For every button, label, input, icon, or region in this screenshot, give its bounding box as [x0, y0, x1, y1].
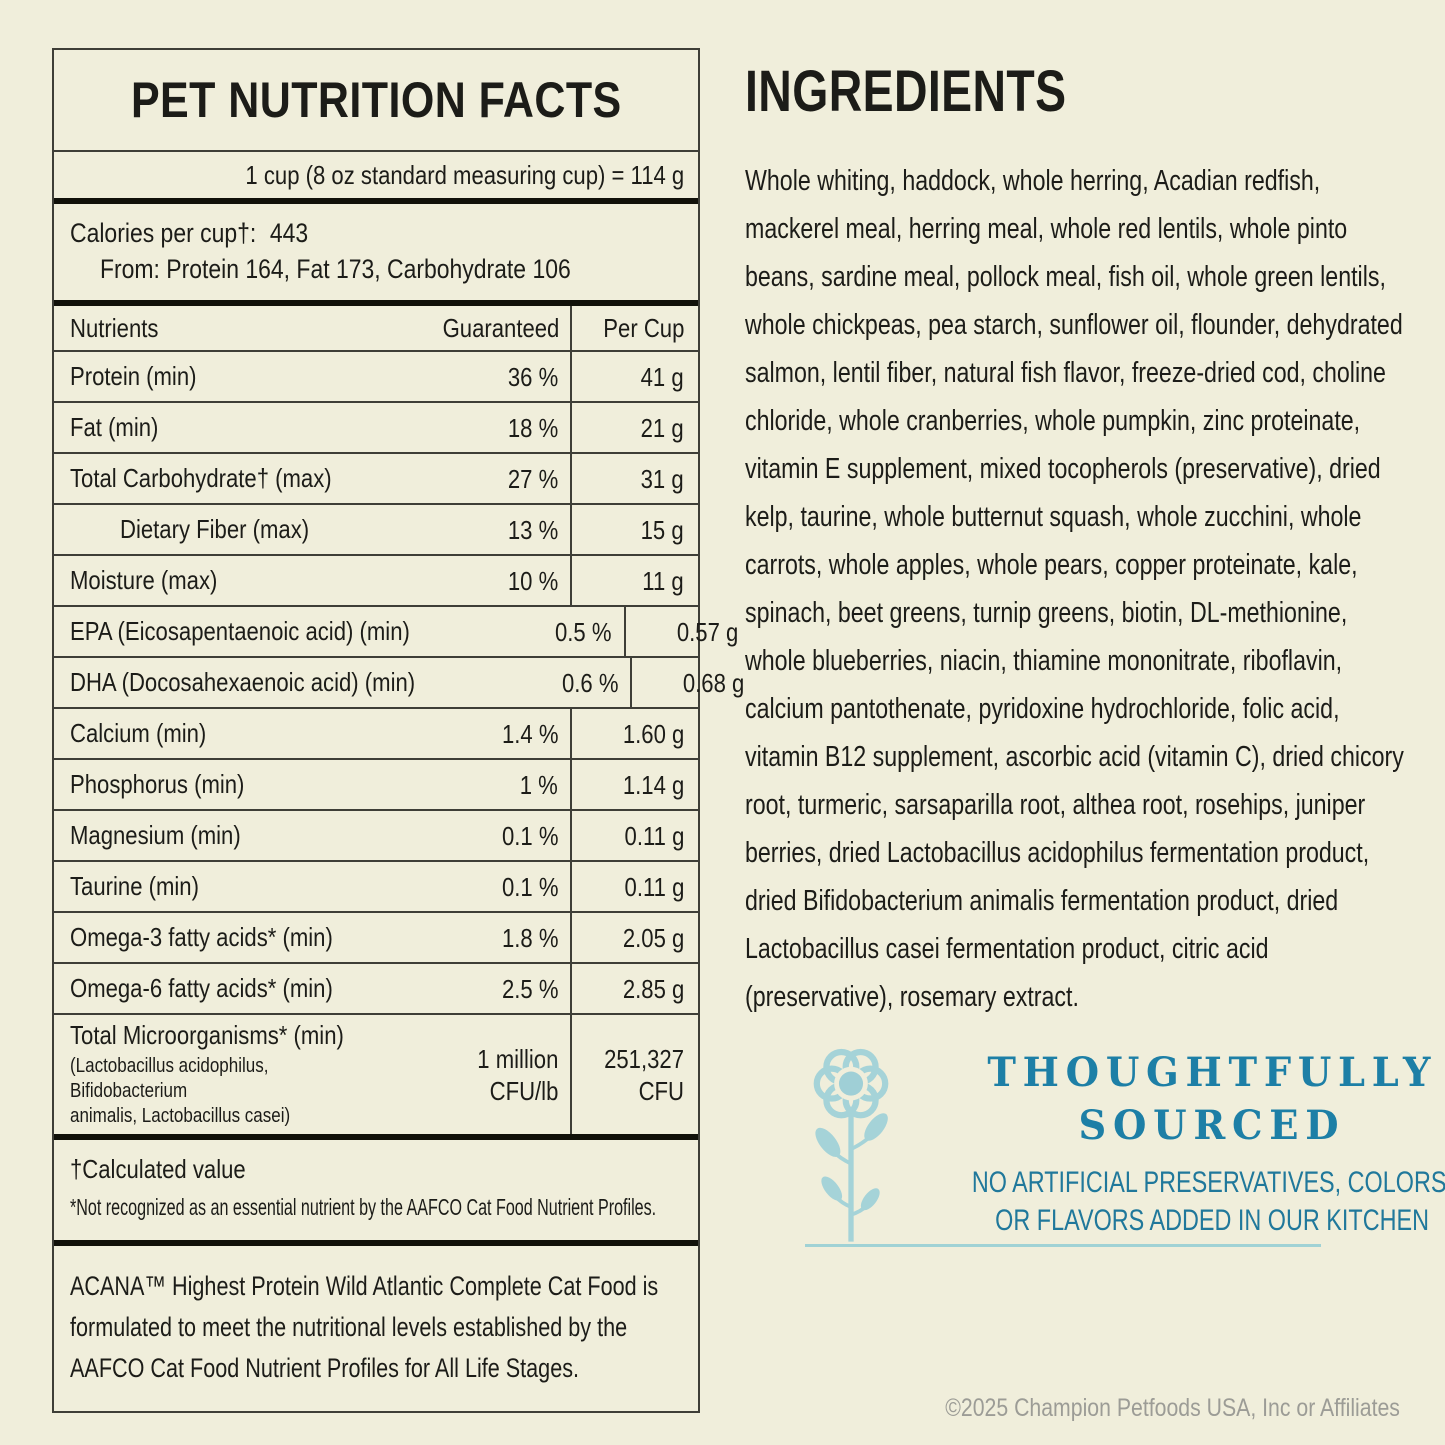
guaranteed-value: 1.4 %	[501, 718, 558, 749]
table-row: Omega-6 fatty acids* (min) 2.5 % 2.85 g	[54, 962, 698, 1013]
per-cup-value: 41 g	[570, 352, 698, 401]
nutrient-name: Phosphorus (min)	[70, 769, 245, 799]
per-cup-value: 251,327 CFU	[570, 1015, 698, 1134]
copyright-text: ©2025 Champion Petfoods USA, Inc or Affi…	[945, 1394, 1400, 1422]
table-header-row: Nutrients Guaranteed Per Cup	[54, 306, 698, 350]
thick-divider	[54, 1240, 698, 1246]
panel-title-section: PET NUTRITION FACTS	[54, 50, 698, 152]
table-row: DHA (Docosahexaenoic acid) (min) 0.6 % 0.6…	[54, 656, 744, 707]
per-cup-value: 31 g	[570, 454, 698, 503]
calories-value: 443	[269, 218, 309, 248]
ingredients-heading-wrap: INGREDIENTS	[745, 58, 1411, 125]
guaranteed-value: 0.1 %	[501, 820, 558, 851]
nutrient-name: Total Carbohydrate† (max)	[70, 463, 332, 493]
table-row: EPA (Eicosapentaenoic acid) (min) 0.5 % 0.…	[54, 605, 738, 656]
table-row: Moisture (max) 10 % 11 g	[54, 554, 698, 605]
per-cup-value: 1.60 g	[570, 709, 698, 758]
sourced-subtext-line1: NO ARTIFICIAL PRESERVATIVES, COLORS,	[971, 1166, 1445, 1199]
guaranteed-value: 13 %	[507, 514, 558, 545]
guaranteed-value: 2.5 %	[501, 973, 558, 1004]
nutrient-note: (Lactobacillus acidophilus, Bifidobacter…	[70, 1055, 291, 1127]
ingredients-heading: INGREDIENTS	[745, 59, 1067, 124]
thick-divider	[54, 300, 698, 306]
serving-size-text: 1 cup (8 oz standard measuring cup) = 11…	[245, 159, 684, 190]
table-row: Total Carbohydrate† (max) 27 % 31 g	[54, 452, 698, 503]
guaranteed-value: 0.5 %	[555, 616, 612, 647]
thick-divider	[54, 198, 698, 204]
ingredients-section: INGREDIENTS Whole whiting, haddock, whol…	[745, 58, 1411, 1021]
aafco-statement-text: ACANA™ Highest Protein Wild Atlantic Com…	[70, 1271, 659, 1383]
calories-label: Calories per cup†:	[70, 218, 257, 248]
per-cup-value: 0.57 g	[623, 607, 752, 656]
nutrient-name: Fat (min)	[70, 412, 159, 442]
sourced-underline	[805, 1244, 1321, 1247]
sourced-subtext-line2: OR FLAVORS ADDED IN OUR KITCHEN	[995, 1204, 1430, 1237]
nutrient-name: Calcium (min)	[70, 718, 207, 748]
ingredients-text: Whole whiting, haddock, whole herring, A…	[745, 165, 1404, 1013]
table-row: Taurine (min) 0.1 % 0.11 g	[54, 860, 698, 911]
guaranteed-value: 0.1 %	[501, 871, 558, 902]
nutrient-name: Omega-6 fatty acids* (min)	[70, 973, 333, 1003]
sourced-subtext: NO ARTIFICIAL PRESERVATIVES, COLORS, OR …	[904, 1164, 1445, 1240]
nutrient-name: Protein (min)	[70, 361, 197, 391]
aafco-statement-section: ACANA™ Highest Protein Wild Atlantic Com…	[54, 1246, 698, 1411]
nutrition-facts-panel: PET NUTRITION FACTS 1 cup (8 oz standard…	[52, 48, 744, 1413]
nutrient-name: Dietary Fiber (max)	[120, 514, 310, 544]
table-row: Total Microorganisms* (min) (Lactobacillu…	[54, 1013, 698, 1134]
nutrient-name: EPA (Eicosapentaenoic acid) (min)	[70, 616, 410, 646]
nutrient-name: DHA (Docosahexaenoic acid) (min)	[70, 667, 416, 697]
table-row: Calcium (min) 1.4 % 1.60 g	[54, 707, 698, 758]
guaranteed-value: 1 %	[519, 769, 558, 800]
flower-icon	[813, 1048, 889, 1242]
nutrient-name: Taurine (min)	[70, 871, 199, 901]
panel-title: PET NUTRITION FACTS	[130, 72, 622, 128]
guaranteed-value: 18 %	[507, 412, 558, 443]
per-cup-value: 2.85 g	[570, 964, 698, 1013]
nutrient-name: Total Microorganisms* (min) (Lactobacillu…	[54, 1015, 420, 1134]
guaranteed-value: 1.8 %	[501, 922, 558, 953]
sourced-text-block: THOUGHTFULLY SOURCED NO ARTIFICIAL PRESE…	[904, 1032, 1445, 1246]
footnote-aafco: *Not recognized as an essential nutrient…	[70, 1194, 657, 1220]
thick-divider	[54, 1134, 698, 1140]
sourced-heading-line1: THOUGHTFULLY	[987, 1049, 1438, 1096]
guaranteed-value: 27 %	[507, 463, 558, 494]
per-cup-value: 15 g	[570, 505, 698, 554]
nutrient-name: Omega-3 fatty acids* (min)	[70, 922, 333, 952]
nutrition-table-body: Protein (min) 36 % 41 g Fat (min) 18 % 21 g To…	[54, 350, 744, 1134]
calories-line: Calories per cup†: 443	[70, 215, 682, 251]
table-row: Fat (min) 18 % 21 g	[54, 401, 698, 452]
serving-size-row: 1 cup (8 oz standard measuring cup) = 11…	[54, 152, 698, 198]
per-cup-value: 0.68 g	[630, 658, 758, 707]
per-cup-value: 2.05 g	[570, 913, 698, 962]
nutrient-name: Moisture (max)	[70, 565, 218, 595]
table-row: Magnesium (min) 0.1 % 0.11 g	[54, 809, 698, 860]
guaranteed-value: 10 %	[507, 565, 558, 596]
guaranteed-value: 0.6 %	[561, 667, 619, 698]
calories-section: Calories per cup†: 443 From: Protein 164,…	[54, 204, 698, 300]
footnotes-section: †Calculated value *Not recognized as an …	[54, 1140, 698, 1240]
nutrient-name: Magnesium (min)	[70, 820, 241, 850]
table-row: Phosphorus (min) 1 % 1.14 g	[54, 758, 698, 809]
thoughtfully-sourced-badge: THOUGHTFULLY SOURCED NO ARTIFICIAL PRESE…	[798, 1032, 1445, 1246]
table-row: Protein (min) 36 % 41 g	[54, 350, 698, 401]
column-header-nutrients: Nutrients	[70, 312, 159, 343]
per-cup-value: 0.11 g	[570, 811, 698, 860]
column-header-per-cup: Per Cup	[602, 312, 684, 343]
guaranteed-value: 36 %	[507, 361, 558, 392]
guaranteed-value: 1 million CFU/lb	[476, 1043, 558, 1106]
per-cup-value: 11 g	[570, 556, 698, 605]
table-row: Omega-3 fatty acids* (min) 1.8 % 2.05 g	[54, 911, 698, 962]
footnote-calculated: †Calculated value	[70, 1154, 246, 1184]
per-cup-value: 0.11 g	[570, 862, 698, 911]
per-cup-value: 21 g	[570, 403, 698, 452]
sourced-heading-line2: SOURCED	[1079, 1102, 1346, 1149]
nutrition-table: Nutrients Guaranteed Per Cup Protein (mi…	[54, 306, 744, 1134]
calories-from-line: From: Protein 164, Fat 173, Carbohydrate…	[100, 254, 571, 284]
per-cup-value: 1.14 g	[570, 760, 698, 809]
table-row: Dietary Fiber (max) 13 % 15 g	[54, 503, 698, 554]
column-header-guaranteed: Guaranteed	[442, 312, 560, 343]
